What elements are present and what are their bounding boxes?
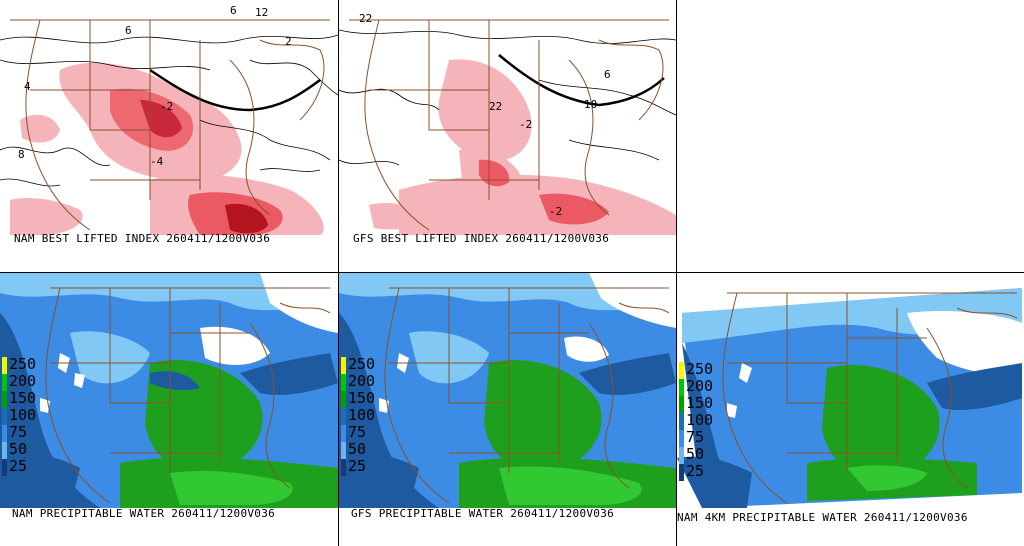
panel-caption: NAM PRECIPITABLE WATER 260411/1200V036 <box>12 507 276 520</box>
contour-label: 22 <box>489 100 502 113</box>
nam-pw-map <box>0 273 338 508</box>
gfs-precipitable-water-panel: 250 200 150 100 75 50 25 GFS PRECIPITABL… <box>339 273 676 546</box>
nam-lifted-index-map: 6 12 6 2 4 8 -2 -4 <box>0 0 338 235</box>
legend-label: 100 <box>686 411 714 429</box>
legend-label: 250 <box>686 360 714 378</box>
legend-label: 150 <box>348 389 376 407</box>
pw-legend: 250 200 150 100 75 50 25 <box>2 357 48 477</box>
legend-label: 50 <box>348 440 367 458</box>
panel-divider <box>338 0 339 546</box>
contour-label: -2 <box>519 118 532 131</box>
legend-label: 75 <box>686 428 705 446</box>
pw-color-bar <box>2 357 7 477</box>
contour-label: 2 <box>285 35 292 48</box>
legend-label: 50 <box>686 445 705 463</box>
panel-caption: GFS PRECIPITABLE WATER 260411/1200V036 <box>351 507 615 520</box>
legend-label: 150 <box>686 394 714 412</box>
pw-color-bar <box>341 357 346 477</box>
nam-lifted-index-panel: 6 12 6 2 4 8 -2 -4 NAM BEST LIFTED INDEX… <box>0 0 338 272</box>
pw-color-bar <box>679 362 684 482</box>
legend-label: 150 <box>9 389 37 407</box>
pw-legend: 250 200 150 100 75 50 25 <box>679 362 725 482</box>
gfs-pw-map <box>339 273 676 508</box>
legend-label: 25 <box>348 457 367 475</box>
legend-label: 200 <box>686 377 714 395</box>
nam-precipitable-water-panel: 250 200 150 100 75 50 25 NAM PRECIPITABL… <box>0 273 338 546</box>
panel-divider <box>676 0 677 546</box>
panel-caption: NAM BEST LIFTED INDEX 260411/1200V036 <box>14 232 271 245</box>
legend-label: 250 <box>9 355 37 373</box>
contour-label: -4 <box>150 155 164 168</box>
panel-divider <box>0 272 1024 273</box>
contour-label: -2 <box>549 205 562 218</box>
contour-label: 6 <box>230 4 237 17</box>
contour-label: 10 <box>584 98 597 111</box>
legend-label: 50 <box>9 440 28 458</box>
legend-label: 100 <box>348 406 376 424</box>
contour-label: 8 <box>18 148 25 161</box>
legend-label: 250 <box>348 355 376 373</box>
panel-caption: NAM 4KM PRECIPITABLE WATER 260411/1200V0… <box>677 511 968 524</box>
legend-label: 200 <box>9 372 37 390</box>
nam4km-pw-map <box>677 273 1024 513</box>
legend-label: 200 <box>348 372 376 390</box>
legend-label: 75 <box>9 423 28 441</box>
nam4km-precipitable-water-panel: 250 200 150 100 75 50 25 NAM 4KM PRECIPI… <box>677 273 1024 546</box>
gfs-lifted-index-map: 22 22 10 -2 6 -2 <box>339 0 676 235</box>
legend-label: 25 <box>9 457 28 475</box>
pw-legend: 250 200 150 100 75 50 25 <box>341 357 387 477</box>
panel-caption: GFS BEST LIFTED INDEX 260411/1200V036 <box>353 232 610 245</box>
contour-label: 6 <box>125 24 132 37</box>
contour-label: 22 <box>359 12 372 25</box>
legend-label: 25 <box>686 462 705 480</box>
contour-label: 6 <box>604 68 611 81</box>
legend-label: 100 <box>9 406 37 424</box>
contour-label: 4 <box>24 80 31 93</box>
contour-label: -2 <box>160 100 173 113</box>
gfs-lifted-index-panel: 22 22 10 -2 6 -2 GFS BEST LIFTED INDEX 2… <box>339 0 676 272</box>
legend-label: 75 <box>348 423 367 441</box>
contour-label: 12 <box>255 6 268 19</box>
